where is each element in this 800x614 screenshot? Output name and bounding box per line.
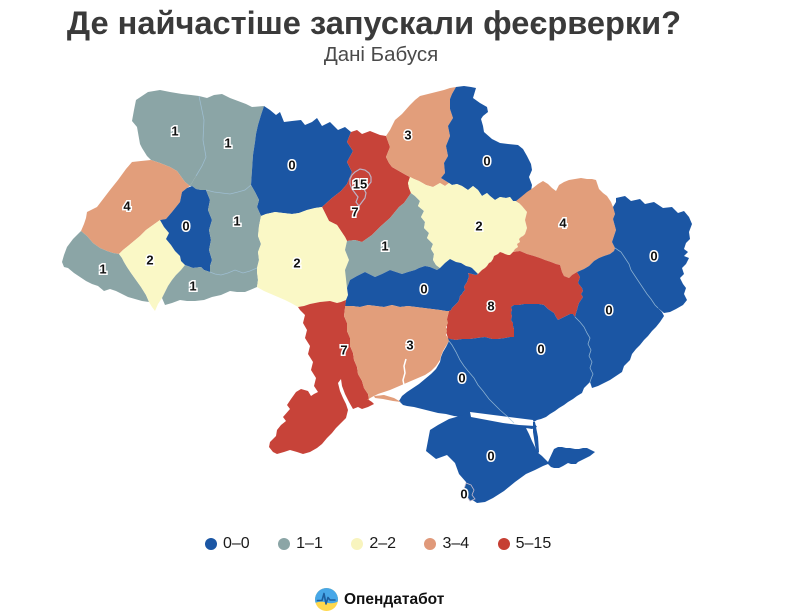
svg-text:1: 1: [381, 238, 388, 253]
svg-text:0: 0: [460, 486, 467, 501]
svg-text:0: 0: [605, 302, 612, 317]
svg-text:1: 1: [224, 135, 231, 150]
svg-text:4: 4: [123, 198, 131, 213]
svg-text:0: 0: [182, 218, 189, 233]
svg-text:0: 0: [650, 248, 657, 263]
svg-text:2: 2: [146, 252, 153, 267]
svg-text:0: 0: [288, 157, 295, 172]
svg-text:1: 1: [99, 261, 106, 276]
svg-text:0: 0: [537, 341, 544, 356]
svg-text:15: 15: [353, 176, 367, 191]
svg-text:0: 0: [483, 153, 490, 168]
svg-text:2: 2: [293, 255, 300, 270]
svg-text:2: 2: [475, 218, 482, 233]
svg-text:8: 8: [487, 298, 494, 313]
svg-text:0: 0: [487, 448, 494, 463]
svg-text:7: 7: [351, 204, 358, 219]
svg-text:1: 1: [171, 123, 178, 138]
svg-text:7: 7: [340, 342, 347, 357]
svg-text:0: 0: [458, 370, 465, 385]
svg-text:0: 0: [420, 281, 427, 296]
svg-text:1: 1: [233, 213, 240, 228]
svg-text:3: 3: [404, 127, 411, 142]
svg-text:4: 4: [559, 215, 567, 230]
svg-text:3: 3: [406, 337, 413, 352]
svg-text:1: 1: [189, 278, 196, 293]
